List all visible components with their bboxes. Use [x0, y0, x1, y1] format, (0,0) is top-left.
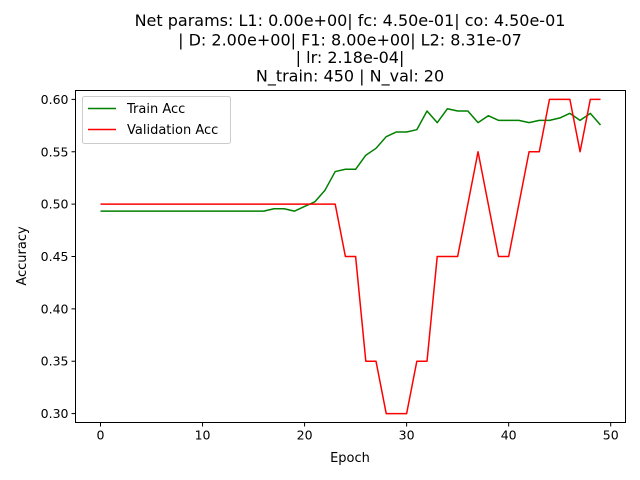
x-tick-label: 40 [501, 428, 517, 443]
x-axis-label: Epoch [330, 451, 370, 466]
series-line-validation-acc [100, 98, 601, 415]
chart-title-line-1: Net params: L1: 0.00e+00| fc: 4.50e-01| … [135, 11, 566, 30]
y-axis-label: Accuracy [15, 226, 30, 286]
y-tick-label: 0.40 [41, 301, 69, 316]
x-tick-label: 10 [195, 428, 211, 443]
series-line-train-acc [100, 107, 602, 212]
series-layer [100, 98, 602, 415]
y-tick-label: 0.35 [41, 354, 69, 369]
y-tick-label: 0.55 [41, 144, 69, 159]
legend: Train Acc Validation Acc [82, 96, 231, 144]
y-tick-label: 0.30 [41, 406, 69, 421]
chart-title: Net params: L1: 0.00e+00| fc: 4.50e-01| … [135, 11, 566, 87]
ticks-layer: 0 10 20 30 40 50 0.30 0.35 0.40 0.45 0.50 0.55 0.60 [41, 92, 619, 443]
x-tick-label: 0 [97, 428, 105, 443]
y-tick-label: 0.45 [41, 249, 69, 264]
legend-label-validation-acc: Validation Acc [127, 123, 218, 138]
plot-frame [75, 90, 626, 423]
chart-title-line-2: | D: 2.00e+00| F1: 8.00e+00| L2: 8.31e-0… [178, 31, 522, 50]
y-tick-label: 0.50 [41, 197, 69, 212]
x-tick-label: 20 [297, 428, 313, 443]
chart-title-line-3: | lr: 2.18e-04| [296, 48, 405, 67]
legend-box [82, 96, 231, 144]
y-tick-label: 0.60 [41, 92, 69, 107]
x-tick-label: 30 [399, 428, 415, 443]
legend-label-train-acc: Train Acc [126, 102, 185, 117]
chart-title-line-4: N_train: 450 | N_val: 20 [256, 67, 444, 87]
x-tick-label: 50 [603, 428, 619, 443]
